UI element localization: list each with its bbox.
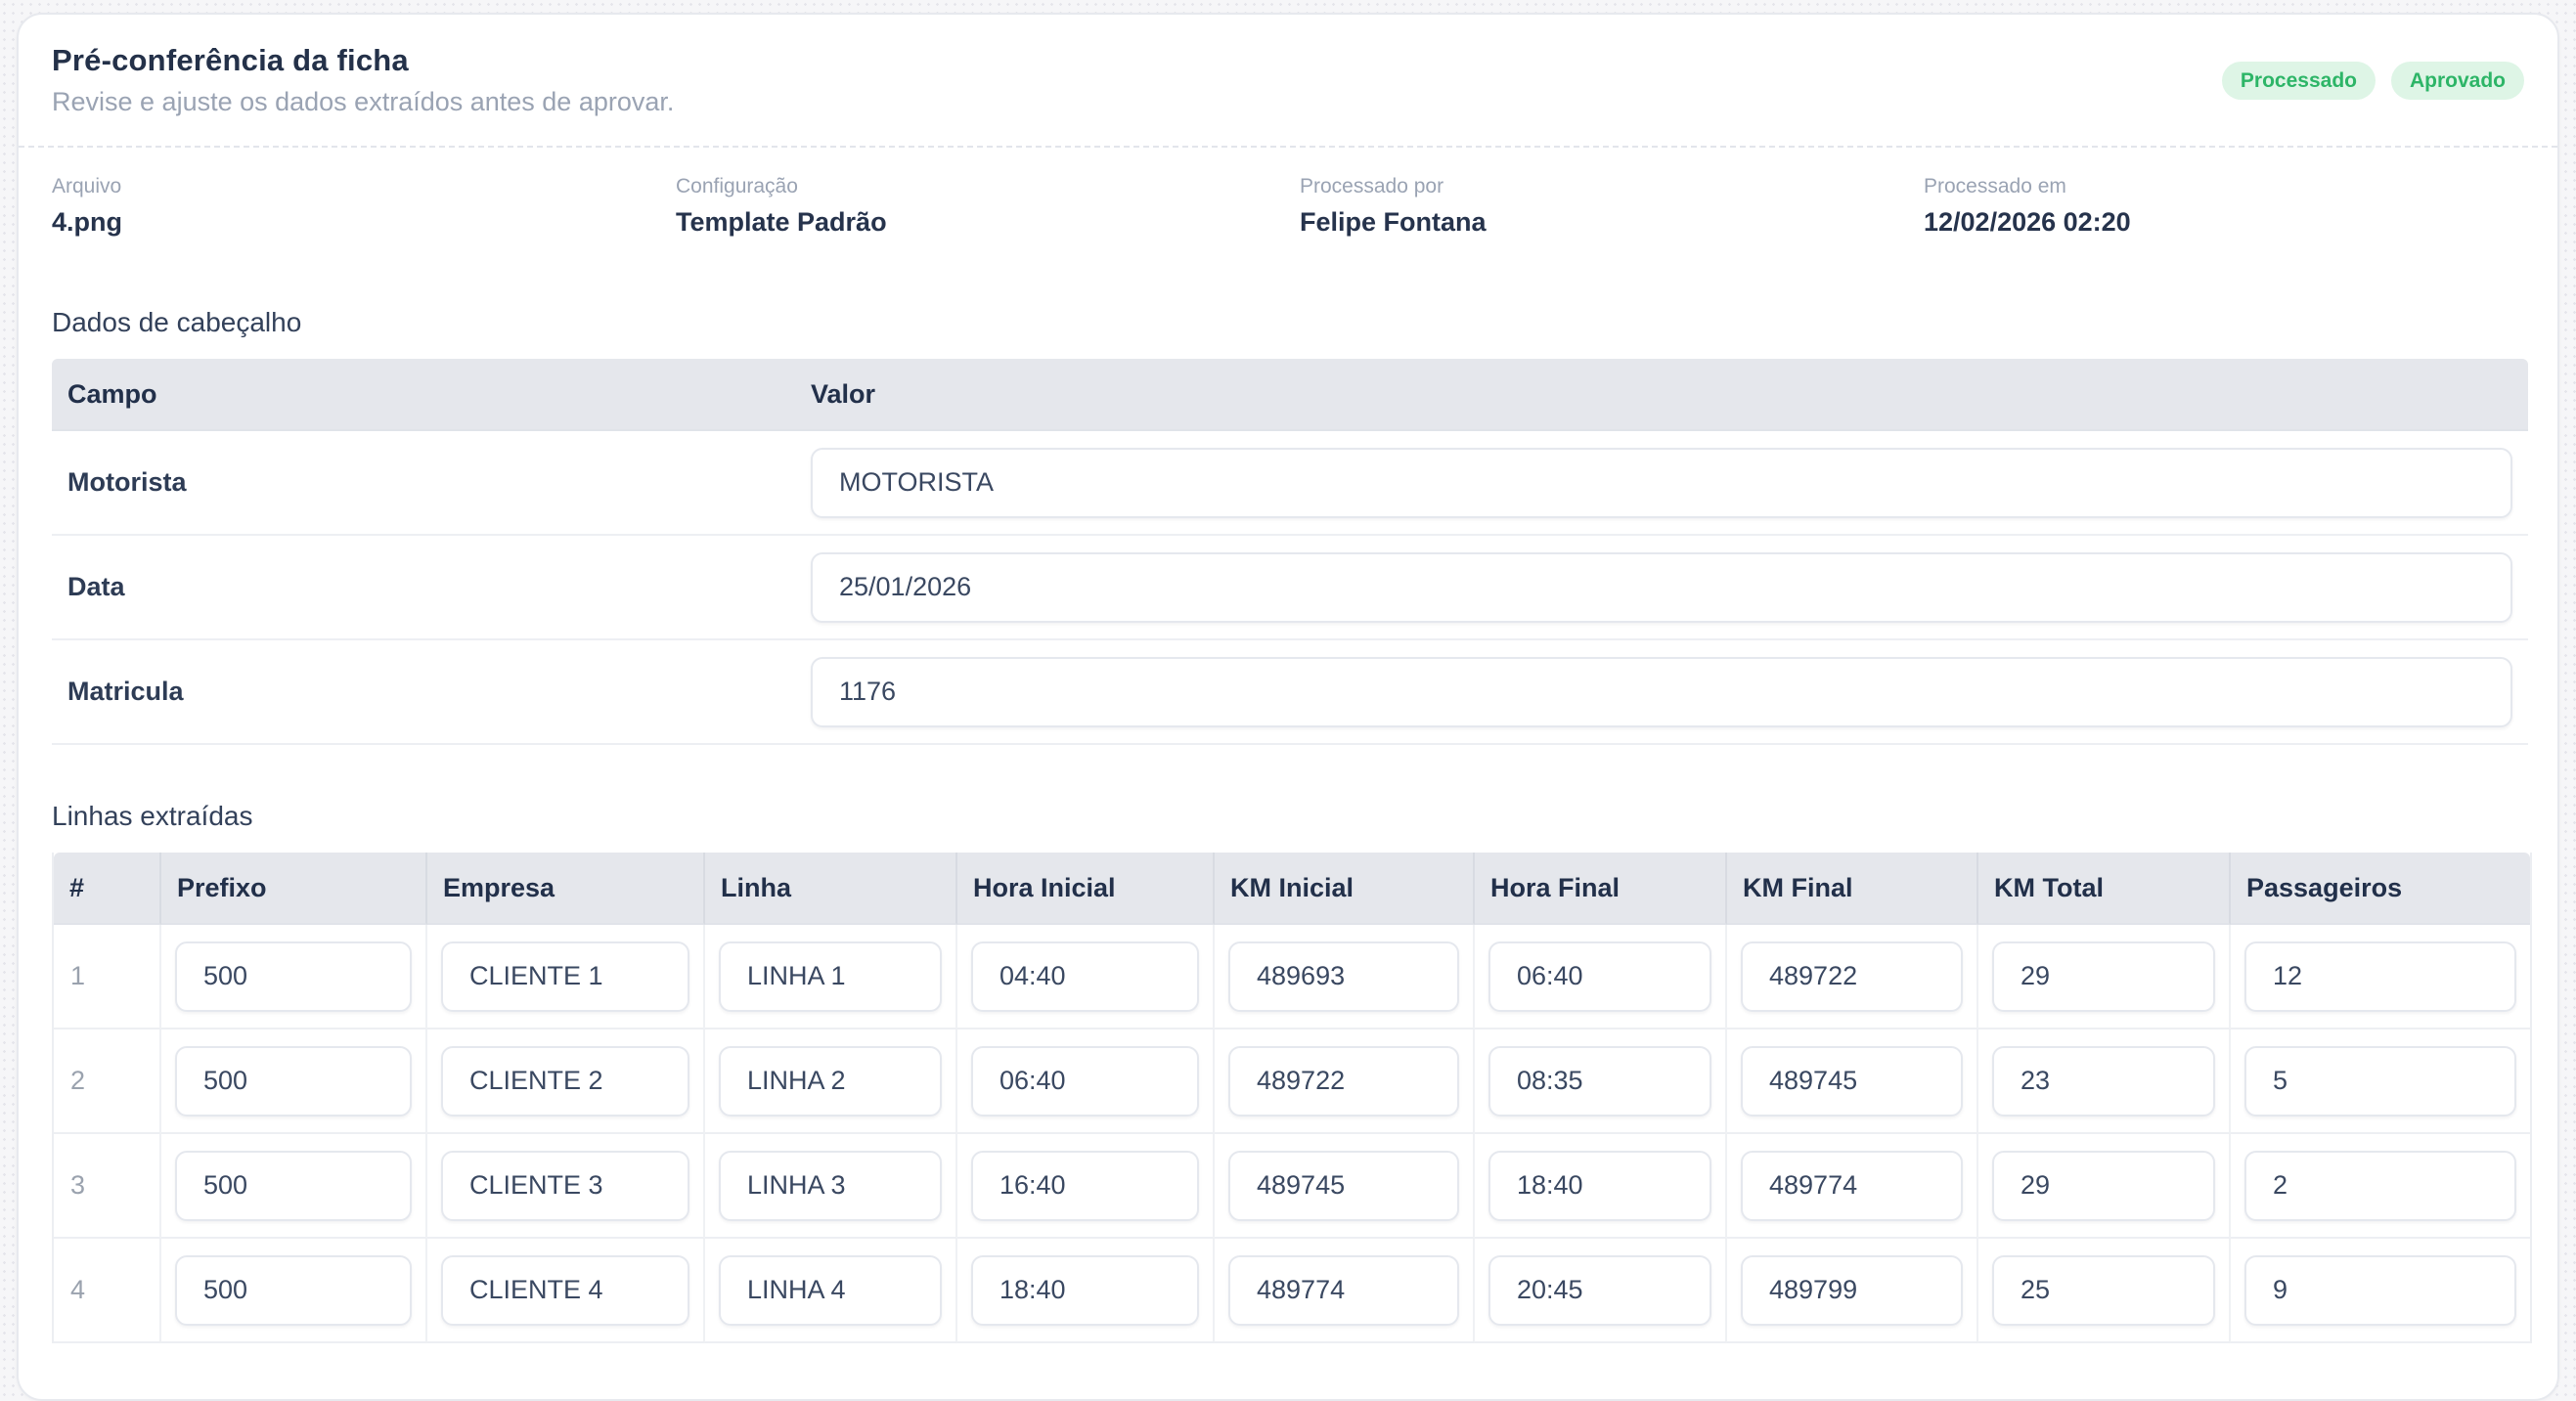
field-label-matricula: Matricula xyxy=(52,640,795,745)
column-header-prefixo: Prefixo xyxy=(161,853,427,925)
table-row: Motorista xyxy=(52,431,2528,536)
meta-item-processado-por: Processado por Felipe Fontana xyxy=(1300,175,1900,238)
km-inicial-input-row-3[interactable] xyxy=(1228,1150,1459,1221)
km-total-input-row-3[interactable] xyxy=(1992,1150,2215,1221)
prefixo-input-row-4[interactable] xyxy=(175,1254,412,1326)
linha-input-row-2[interactable] xyxy=(719,1045,942,1116)
table-row: Matricula xyxy=(52,640,2528,745)
km-total-input-row-4[interactable] xyxy=(1992,1254,2215,1326)
km-final-input-row-1[interactable] xyxy=(1741,941,1963,1012)
column-header-passageiros: Passageiros xyxy=(2231,853,2530,925)
meta-label: Configuração xyxy=(676,175,798,197)
meta-value: 4.png xyxy=(52,207,122,237)
prefixo-input-row-2[interactable] xyxy=(175,1045,412,1116)
file-meta-grid: Arquivo 4.png Configuração Template Padr… xyxy=(19,148,2557,238)
table-row: 3 xyxy=(54,1134,2530,1239)
motorista-input[interactable] xyxy=(811,447,2512,518)
column-header-km-total: KM Total xyxy=(1978,853,2231,925)
hora-final-input-row-1[interactable] xyxy=(1488,941,1711,1012)
row-number: 2 xyxy=(54,1029,161,1134)
hora-inicial-input-row-1[interactable] xyxy=(971,941,1199,1012)
passageiros-input-row-1[interactable] xyxy=(2244,941,2516,1012)
prefixo-input-row-1[interactable] xyxy=(175,941,412,1012)
column-header-valor: Valor xyxy=(795,359,2528,431)
table-row: 2 xyxy=(54,1029,2530,1134)
page-title: Pré-conferência da ficha xyxy=(52,43,409,77)
empresa-input-row-3[interactable] xyxy=(441,1150,689,1221)
table-row: Data xyxy=(52,536,2528,640)
km-final-input-row-3[interactable] xyxy=(1741,1150,1963,1221)
hora-final-input-row-3[interactable] xyxy=(1488,1150,1711,1221)
hora-inicial-input-row-4[interactable] xyxy=(971,1254,1199,1326)
table-row: 4 xyxy=(54,1239,2530,1343)
status-badge-processado: Processado xyxy=(2221,61,2376,100)
passageiros-input-row-3[interactable] xyxy=(2244,1150,2516,1221)
column-header-num: # xyxy=(54,853,161,925)
linha-input-row-1[interactable] xyxy=(719,941,942,1012)
column-header-km-final: KM Final xyxy=(1727,853,1978,925)
km-final-input-row-2[interactable] xyxy=(1741,1045,1963,1116)
row-number: 1 xyxy=(54,925,161,1029)
passageiros-input-row-2[interactable] xyxy=(2244,1045,2516,1116)
column-header-empresa: Empresa xyxy=(427,853,705,925)
title-block: Pré-conferência da ficha Revise e ajuste… xyxy=(52,43,674,117)
extracted-lines-table: # Prefixo Empresa Linha Hora Inicial KM … xyxy=(52,853,2532,1343)
header-divider xyxy=(19,146,2557,148)
field-label-motorista: Motorista xyxy=(52,431,795,536)
page-subtitle: Revise e ajuste os dados extraídos antes… xyxy=(52,87,675,116)
status-badges: Processado Aprovado xyxy=(2221,61,2524,100)
pre-conference-card: Pré-conferência da ficha Revise e ajuste… xyxy=(17,13,2559,1401)
header-data-table: Campo Valor Motorista Data Matricula xyxy=(52,359,2528,745)
linha-input-row-4[interactable] xyxy=(719,1254,942,1326)
column-header-hora-inicial: Hora Inicial xyxy=(957,853,1215,925)
meta-value: Felipe Fontana xyxy=(1300,207,1487,237)
field-label-data: Data xyxy=(52,536,795,640)
km-total-input-row-1[interactable] xyxy=(1992,941,2215,1012)
meta-label: Processado por xyxy=(1300,175,1444,197)
column-header-hora-final: Hora Final xyxy=(1475,853,1727,925)
section-title-linhas-extraidas: Linhas extraídas xyxy=(52,801,253,831)
empresa-input-row-1[interactable] xyxy=(441,941,689,1012)
meta-item-processado-em: Processado em 12/02/2026 02:20 xyxy=(1924,175,2524,238)
status-badge-aprovado: Aprovado xyxy=(2390,61,2524,100)
hora-final-input-row-2[interactable] xyxy=(1488,1045,1711,1116)
km-final-input-row-4[interactable] xyxy=(1741,1254,1963,1326)
data-input[interactable] xyxy=(811,551,2512,623)
meta-value: 12/02/2026 02:20 xyxy=(1924,207,2131,237)
column-header-km-inicial: KM Inicial xyxy=(1215,853,1475,925)
meta-label: Arquivo xyxy=(52,175,122,197)
empresa-input-row-4[interactable] xyxy=(441,1254,689,1326)
meta-item-arquivo: Arquivo 4.png xyxy=(52,175,652,238)
table-row: 1 xyxy=(54,925,2530,1029)
hora-final-input-row-4[interactable] xyxy=(1488,1254,1711,1326)
prefixo-input-row-3[interactable] xyxy=(175,1150,412,1221)
column-header-linha: Linha xyxy=(705,853,957,925)
linha-input-row-3[interactable] xyxy=(719,1150,942,1221)
meta-label: Processado em xyxy=(1924,175,2066,197)
hora-inicial-input-row-3[interactable] xyxy=(971,1150,1199,1221)
table-header-row: # Prefixo Empresa Linha Hora Inicial KM … xyxy=(54,853,2530,925)
column-header-campo: Campo xyxy=(52,359,795,431)
hora-inicial-input-row-2[interactable] xyxy=(971,1045,1199,1116)
passageiros-input-row-4[interactable] xyxy=(2244,1254,2516,1326)
meta-item-configuracao: Configuração Template Padrão xyxy=(676,175,1276,238)
km-inicial-input-row-4[interactable] xyxy=(1228,1254,1459,1326)
card-header: Pré-conferência da ficha Revise e ajuste… xyxy=(19,15,2557,146)
row-number: 3 xyxy=(54,1134,161,1239)
km-total-input-row-2[interactable] xyxy=(1992,1045,2215,1116)
meta-value: Template Padrão xyxy=(676,207,887,237)
empresa-input-row-2[interactable] xyxy=(441,1045,689,1116)
row-number: 4 xyxy=(54,1239,161,1343)
km-inicial-input-row-2[interactable] xyxy=(1228,1045,1459,1116)
km-inicial-input-row-1[interactable] xyxy=(1228,941,1459,1012)
table-header-row: Campo Valor xyxy=(52,359,2528,431)
matricula-input[interactable] xyxy=(811,656,2512,727)
section-title-dados-cabecalho: Dados de cabeçalho xyxy=(52,307,302,337)
